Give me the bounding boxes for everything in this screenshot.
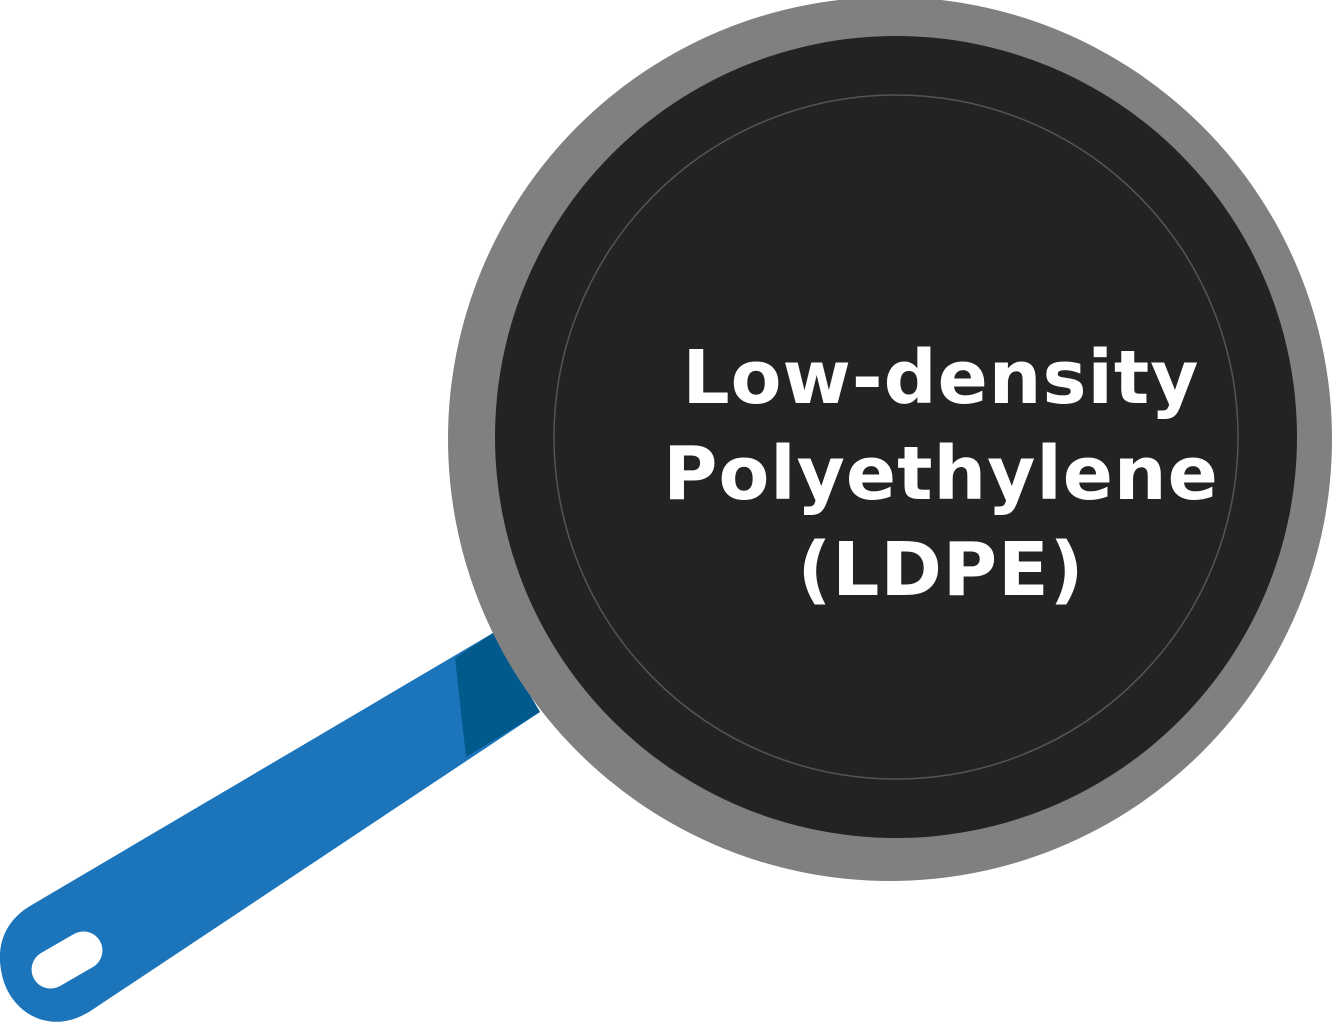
pan-body [448,0,1332,881]
pan-handle [0,633,540,1022]
material-label-line-2: Polyethylene [663,431,1219,517]
material-label-line-1: Low-density [682,335,1200,421]
material-label: Low-density Polyethylene (LDPE) [591,330,1291,618]
pan-inner-ring [553,94,1239,780]
pan-surface [495,36,1297,838]
material-label-line-3: (LDPE) [797,527,1085,613]
handle-body [0,633,540,1022]
handle-hole [31,931,103,989]
handle-shadow [455,633,540,757]
